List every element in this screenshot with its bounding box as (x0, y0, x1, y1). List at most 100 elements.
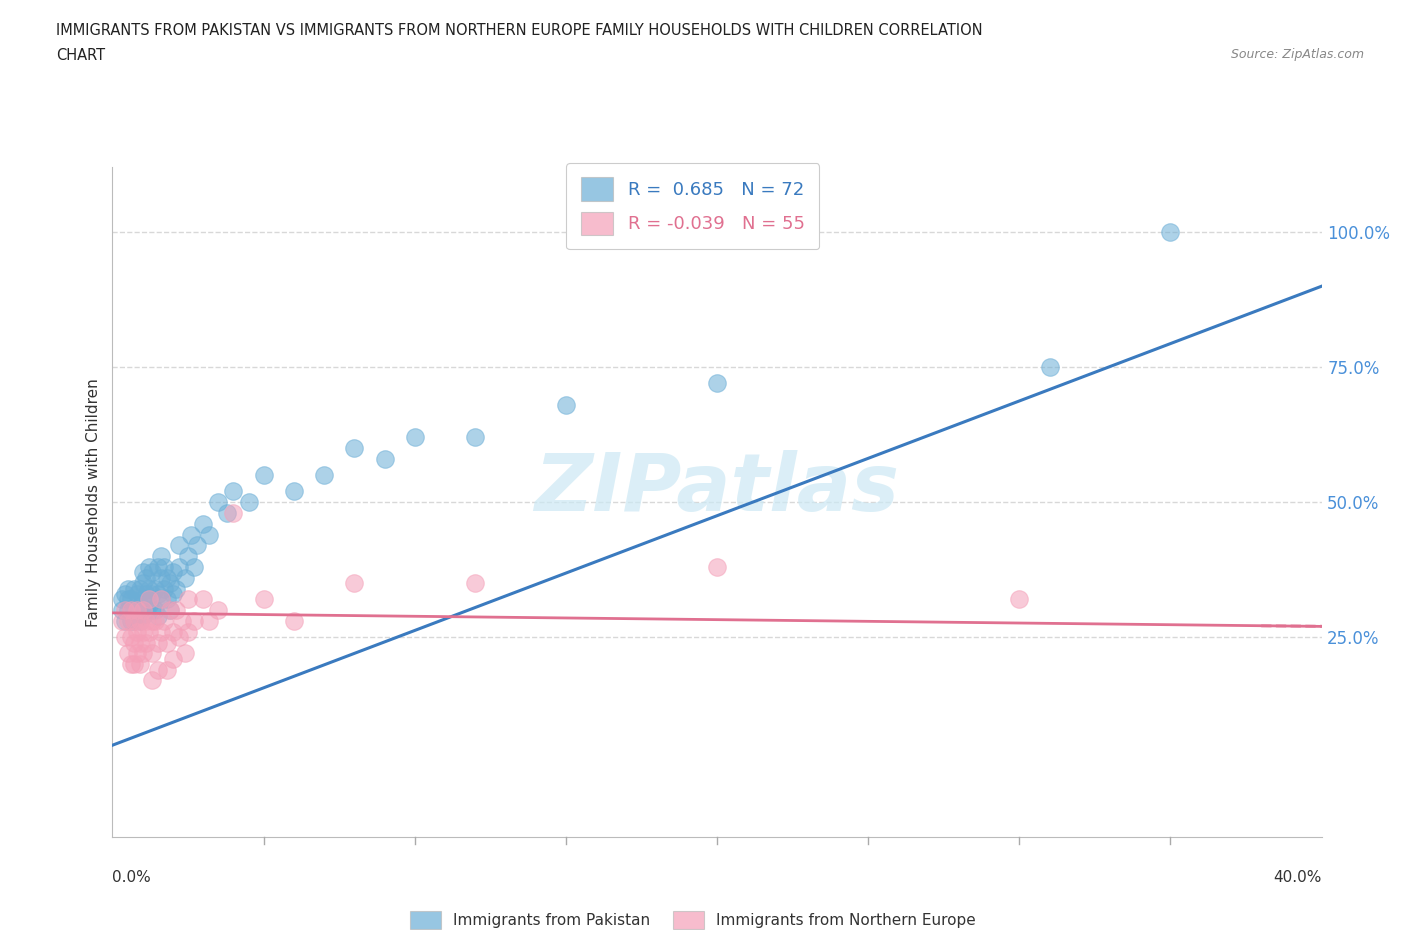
Point (464, 576, 486, 591)
Point (180, 527, 202, 542)
Point (198, 614, 221, 629)
Point (120, 614, 142, 629)
Point (156, 570, 179, 585)
Point (132, 646, 155, 661)
Point (114, 587, 136, 602)
Point (165, 581, 187, 596)
Point (138, 560, 160, 575)
Point (135, 603, 157, 618)
Point (177, 592, 200, 607)
Point (374, 452, 396, 467)
Point (110, 603, 132, 618)
Point (125, 603, 148, 618)
Point (135, 587, 157, 602)
Point (153, 560, 176, 575)
Point (128, 581, 150, 596)
Point (138, 581, 160, 596)
Point (128, 657, 150, 671)
Point (120, 592, 142, 607)
Point (191, 516, 214, 531)
Point (120, 603, 142, 618)
Point (283, 484, 305, 498)
Point (146, 560, 169, 575)
Point (153, 581, 176, 596)
Point (117, 603, 139, 618)
Point (114, 630, 136, 644)
Point (149, 592, 172, 607)
Point (162, 587, 184, 602)
Point (128, 635, 150, 650)
Point (141, 646, 163, 661)
Point (162, 565, 184, 579)
Point (138, 624, 160, 639)
Point (706, 376, 728, 391)
Point (143, 603, 166, 618)
Point (343, 441, 366, 456)
Point (141, 673, 163, 688)
Point (217, 506, 239, 521)
Point (141, 603, 163, 618)
Point (132, 603, 155, 618)
Point (170, 614, 193, 629)
Point (404, 430, 426, 445)
Point (167, 630, 190, 644)
Point (153, 614, 176, 629)
Text: CHART: CHART (56, 48, 105, 63)
Point (143, 614, 166, 629)
Point (128, 597, 150, 612)
Point (132, 624, 155, 639)
Point (253, 468, 276, 483)
Text: 40.0%: 40.0% (1274, 870, 1322, 884)
Point (198, 527, 221, 542)
Point (122, 614, 145, 629)
Point (122, 581, 145, 596)
Point (283, 614, 305, 629)
Point (135, 570, 157, 585)
Point (222, 484, 245, 498)
Point (110, 592, 132, 607)
Point (464, 430, 486, 445)
Point (125, 646, 148, 661)
Point (149, 549, 172, 564)
Point (117, 614, 139, 629)
Point (149, 592, 172, 607)
Point (253, 592, 276, 607)
Point (117, 581, 139, 596)
Point (146, 662, 169, 677)
Point (174, 570, 197, 585)
Point (207, 603, 229, 618)
Y-axis label: Family Households with Children: Family Households with Children (86, 378, 101, 627)
Point (125, 624, 148, 639)
Point (159, 603, 181, 618)
Point (132, 576, 155, 591)
Point (167, 538, 190, 552)
Point (141, 614, 163, 629)
Point (146, 608, 169, 623)
Point (128, 614, 150, 629)
Point (343, 576, 366, 591)
Point (110, 614, 132, 629)
Point (174, 646, 197, 661)
Point (156, 662, 179, 677)
Point (125, 587, 148, 602)
Point (1038, 360, 1062, 375)
Point (120, 657, 142, 671)
Point (138, 592, 160, 607)
Point (706, 560, 728, 575)
Point (120, 630, 142, 644)
Text: IMMIGRANTS FROM PAKISTAN VS IMMIGRANTS FROM NORTHERN EUROPE FAMILY HOUSEHOLDS WI: IMMIGRANTS FROM PAKISTAN VS IMMIGRANTS F… (56, 23, 983, 38)
Point (114, 603, 136, 618)
Point (238, 495, 260, 510)
Point (122, 614, 145, 629)
Point (159, 603, 181, 618)
Point (156, 592, 179, 607)
Point (138, 597, 160, 612)
Point (1159, 225, 1181, 240)
Point (159, 576, 181, 591)
Point (120, 603, 142, 618)
Point (177, 624, 200, 639)
Point (117, 646, 139, 661)
Point (122, 635, 145, 650)
Point (207, 495, 229, 510)
Point (165, 603, 187, 618)
